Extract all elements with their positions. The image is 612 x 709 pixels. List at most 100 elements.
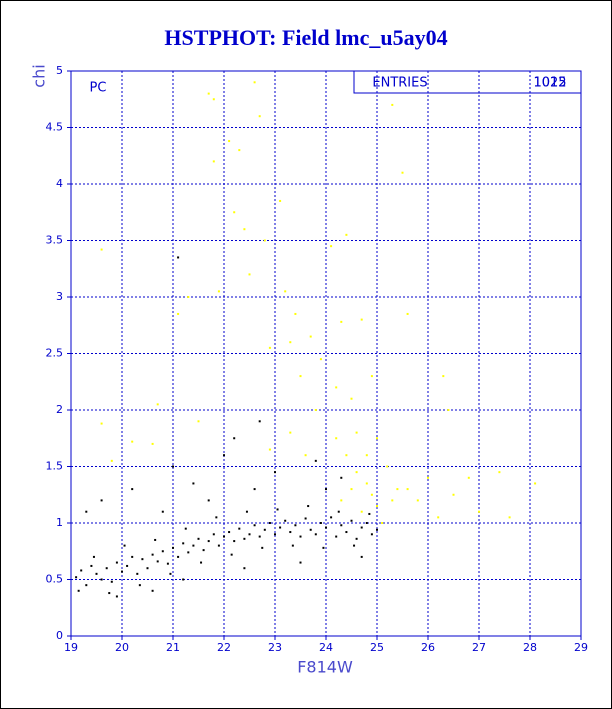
- point: [126, 564, 129, 567]
- point: [100, 422, 103, 425]
- point: [233, 540, 236, 543]
- point: [156, 403, 159, 406]
- point: [291, 544, 294, 547]
- point: [350, 488, 353, 491]
- point: [345, 531, 348, 534]
- point: [182, 578, 185, 581]
- x-tick-label: 24: [319, 641, 333, 654]
- point: [110, 580, 113, 583]
- point: [161, 550, 164, 553]
- point: [294, 524, 297, 527]
- point: [498, 471, 501, 474]
- point: [289, 341, 292, 344]
- point: [95, 572, 98, 575]
- point: [121, 570, 123, 573]
- point: [330, 516, 333, 519]
- point: [217, 290, 220, 293]
- point: [263, 528, 266, 531]
- point: [437, 516, 440, 519]
- point: [289, 431, 292, 434]
- point: [187, 296, 190, 298]
- point: [223, 535, 225, 538]
- point: [350, 519, 353, 522]
- point: [319, 358, 322, 361]
- point: [215, 516, 218, 519]
- entries-label: ENTRIES: [372, 76, 427, 91]
- y-tick-label: 0: [56, 629, 63, 642]
- point: [156, 560, 159, 563]
- point: [151, 442, 154, 445]
- point: [360, 555, 363, 558]
- point: [299, 535, 302, 538]
- point: [192, 544, 195, 547]
- entries-value: 1025: [533, 76, 566, 91]
- point: [253, 81, 256, 84]
- point: [110, 459, 113, 462]
- x-tick-label: 25: [370, 641, 384, 654]
- point: [350, 397, 353, 400]
- point: [447, 409, 450, 411]
- point: [263, 239, 266, 242]
- point: [238, 149, 241, 152]
- point: [115, 595, 118, 598]
- x-tick-label: 22: [217, 641, 231, 654]
- point: [92, 555, 95, 558]
- x-tick-label: 20: [115, 641, 129, 654]
- point: [304, 454, 307, 457]
- point: [427, 476, 429, 479]
- point: [177, 555, 180, 558]
- point: [131, 440, 134, 443]
- point: [299, 561, 302, 564]
- point: [370, 375, 373, 378]
- point: [355, 431, 358, 434]
- point: [228, 140, 231, 143]
- point: [238, 527, 241, 530]
- point: [279, 526, 282, 529]
- point: [248, 533, 251, 536]
- y-tick-label: 4: [56, 177, 63, 190]
- point: [274, 471, 276, 474]
- point: [223, 454, 225, 457]
- point: [467, 476, 470, 479]
- point: [230, 553, 233, 556]
- point: [314, 409, 317, 411]
- point: [322, 546, 325, 549]
- y-tick-label: 3.5: [46, 234, 64, 247]
- point: [100, 578, 103, 581]
- point: [396, 488, 399, 491]
- point: [294, 312, 297, 315]
- point: [192, 482, 195, 485]
- point: [154, 538, 157, 541]
- point: [233, 437, 236, 440]
- point: [172, 546, 174, 549]
- x-tick-label: 27: [472, 641, 486, 654]
- point: [212, 98, 215, 101]
- point: [151, 553, 154, 556]
- point: [274, 533, 276, 536]
- point: [370, 493, 373, 496]
- point: [335, 437, 338, 440]
- point: [376, 528, 378, 531]
- point: [340, 499, 343, 502]
- point: [197, 537, 200, 540]
- point: [314, 459, 317, 462]
- point: [75, 576, 78, 579]
- point: [309, 528, 312, 531]
- point: [370, 533, 373, 536]
- point: [340, 320, 343, 323]
- point: [284, 519, 287, 522]
- point: [212, 533, 215, 536]
- point: [386, 465, 389, 468]
- point: [77, 589, 80, 592]
- point: [85, 584, 88, 587]
- point: [314, 533, 317, 536]
- point: [307, 505, 310, 508]
- panel-label: PC: [90, 81, 107, 96]
- point: [268, 448, 271, 451]
- point: [187, 551, 190, 554]
- point: [100, 248, 103, 251]
- point: [207, 499, 210, 502]
- point: [335, 535, 338, 538]
- x-axis-label: F814W: [297, 658, 353, 677]
- point: [268, 346, 271, 349]
